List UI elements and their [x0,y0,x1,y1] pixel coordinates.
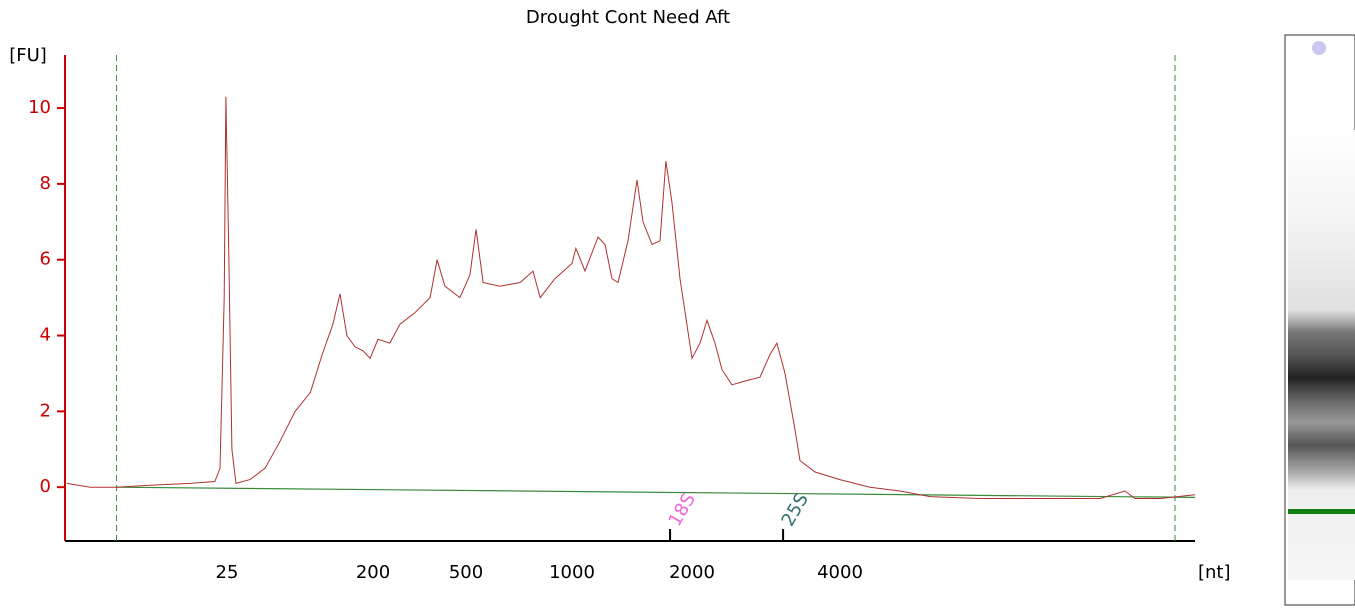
y-tick-label: 4 [40,325,51,346]
x-tick-label: 2000 [669,562,715,583]
y-tick-label: 10 [28,97,51,118]
peak-label: 25S [778,490,813,530]
y-tick-label: 8 [40,173,51,194]
gel-lane [1284,34,1355,606]
x-axis-label: [nt] [1198,562,1231,583]
y-tick-label: 0 [40,476,51,497]
x-tick-label: 25 [216,562,239,583]
baseline [116,486,1196,498]
y-tick-label: 6 [40,249,51,270]
y-axis-label: [FU] [9,45,47,66]
peak-label: 18S [665,490,700,530]
trace [66,96,1196,499]
x-tick-label: 1000 [549,562,595,583]
chart-title: Drought Cont Need Aft [526,7,730,28]
x-tick-label: 200 [356,562,390,583]
x-tick-label: 500 [449,562,483,583]
x-tick-label: 4000 [817,562,863,583]
y-tick-label: 2 [40,400,51,421]
